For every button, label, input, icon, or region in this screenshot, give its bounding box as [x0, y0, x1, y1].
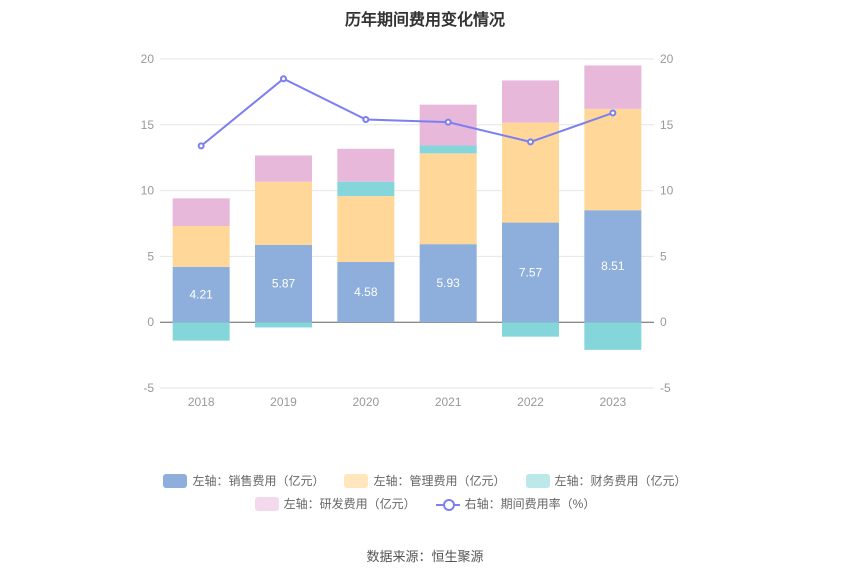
rate-point [197, 142, 205, 150]
rate-point [362, 116, 370, 124]
y-right-tick-label: 15 [660, 118, 674, 132]
legend-swatch-rnd [254, 496, 279, 511]
legend-row-2: 左轴：研发费用（亿元） 右轴：期间费用率（%） [0, 495, 850, 512]
legend-label-rate: 右轴：期间费用率（%） [464, 497, 596, 511]
bar-segment-4 [337, 148, 395, 182]
bar-segment-3 [419, 145, 477, 154]
chart-title: 历年期间费用变化情况 [344, 12, 505, 29]
x-tick-label: 2021 [435, 395, 462, 409]
y-left-tick-label: 15 [141, 118, 155, 132]
bar-data-label: 4.21 [189, 287, 213, 301]
rate-point [444, 118, 452, 126]
y-left-tick-label: -5 [143, 381, 154, 395]
source-note: 数据来源：恒生聚源 [366, 549, 484, 564]
bar-segment-3 [337, 181, 395, 197]
legend-line-marker-icon [435, 497, 460, 511]
y-left-tick-label: 20 [141, 52, 155, 66]
legend-label-admin: 左轴：管理费用（亿元） [373, 474, 506, 488]
bar-segment-1 [502, 222, 559, 323]
x-tick-label: 2022 [517, 395, 544, 409]
x-tick-label: 2019 [270, 395, 297, 409]
x-tick-label: 2023 [599, 395, 626, 409]
rate-line [200, 77, 614, 147]
legend-swatch-admin [344, 473, 369, 488]
rate-point [280, 75, 287, 83]
bar-data-label: 5.93 [436, 276, 460, 290]
x-tick-label: 2018 [188, 395, 215, 409]
legend-swatch-sales [163, 473, 188, 488]
bar-segment-4 [172, 198, 230, 227]
bar-segment-1 [584, 210, 642, 323]
y-right-tick-label: -5 [660, 381, 671, 395]
legend-swatch-finance [525, 473, 550, 488]
x-tick-label: 2020 [352, 395, 379, 409]
y-right-tick-label: 10 [660, 184, 674, 198]
bar-segment-1 [172, 266, 230, 323]
bar-segment-1 [337, 261, 395, 323]
bar-segment-4 [502, 80, 559, 123]
chart-canvas: -5 0 5 10 15 20 -5 0 5 10 15 20 2018 2019 2020 2021 2022… [141, 52, 674, 409]
legend-label-rnd: 左轴：研发费用（亿元） [283, 497, 416, 511]
bar-segment-2 [419, 153, 477, 245]
rate-point [527, 138, 534, 146]
rate-point [609, 109, 617, 117]
legend: 左轴：销售费用（亿元） 左轴：管理费用（亿元） 左轴：财务费用（亿元） 左轴：研… [0, 472, 850, 518]
y-right-tick-label: 20 [660, 52, 674, 66]
legend-item-sales[interactable]: 左轴：销售费用（亿元） [163, 472, 324, 489]
bar-segment-4 [255, 155, 312, 182]
legend-item-finance[interactable]: 左轴：财务费用（亿元） [525, 472, 687, 489]
bar-segment-1 [255, 244, 312, 323]
legend-label-sales: 左轴：销售费用（亿元） [192, 474, 325, 488]
bar-segment-3 [584, 322, 642, 350]
bar-segment-2 [172, 226, 230, 267]
y-right-tick-label: 5 [660, 249, 667, 263]
legend-item-rate[interactable]: 右轴：期间费用率（%） [435, 495, 596, 512]
bar-segment-2 [255, 181, 312, 245]
legend-item-rnd[interactable]: 左轴：研发费用（亿元） [254, 495, 416, 512]
legend-item-admin[interactable]: 左轴：管理费用（亿元） [344, 472, 506, 489]
bar-data-label: 5.87 [272, 277, 296, 291]
bar-segment-3 [255, 322, 312, 328]
bar-segment-4 [584, 65, 642, 109]
legend-row-1: 左轴：销售费用（亿元） 左轴：管理费用（亿元） 左轴：财务费用（亿元） [0, 472, 850, 489]
y-left-tick-label: 5 [147, 249, 154, 263]
bar-segment-1 [419, 244, 477, 323]
y-left-tick-label: 0 [147, 315, 154, 329]
bar-segment-3 [172, 322, 230, 341]
bar-data-label: 7.57 [519, 265, 543, 279]
bar-data-label: 4.58 [354, 285, 378, 299]
legend-label-finance: 左轴：财务费用（亿元） [554, 474, 687, 488]
bar-segment-3 [502, 322, 559, 337]
bar-segment-2 [584, 108, 642, 211]
y-left-tick-label: 10 [141, 184, 155, 198]
y-right-tick-label: 0 [660, 315, 667, 329]
bar-segment-2 [337, 196, 395, 262]
bar-data-label: 8.51 [601, 259, 625, 273]
